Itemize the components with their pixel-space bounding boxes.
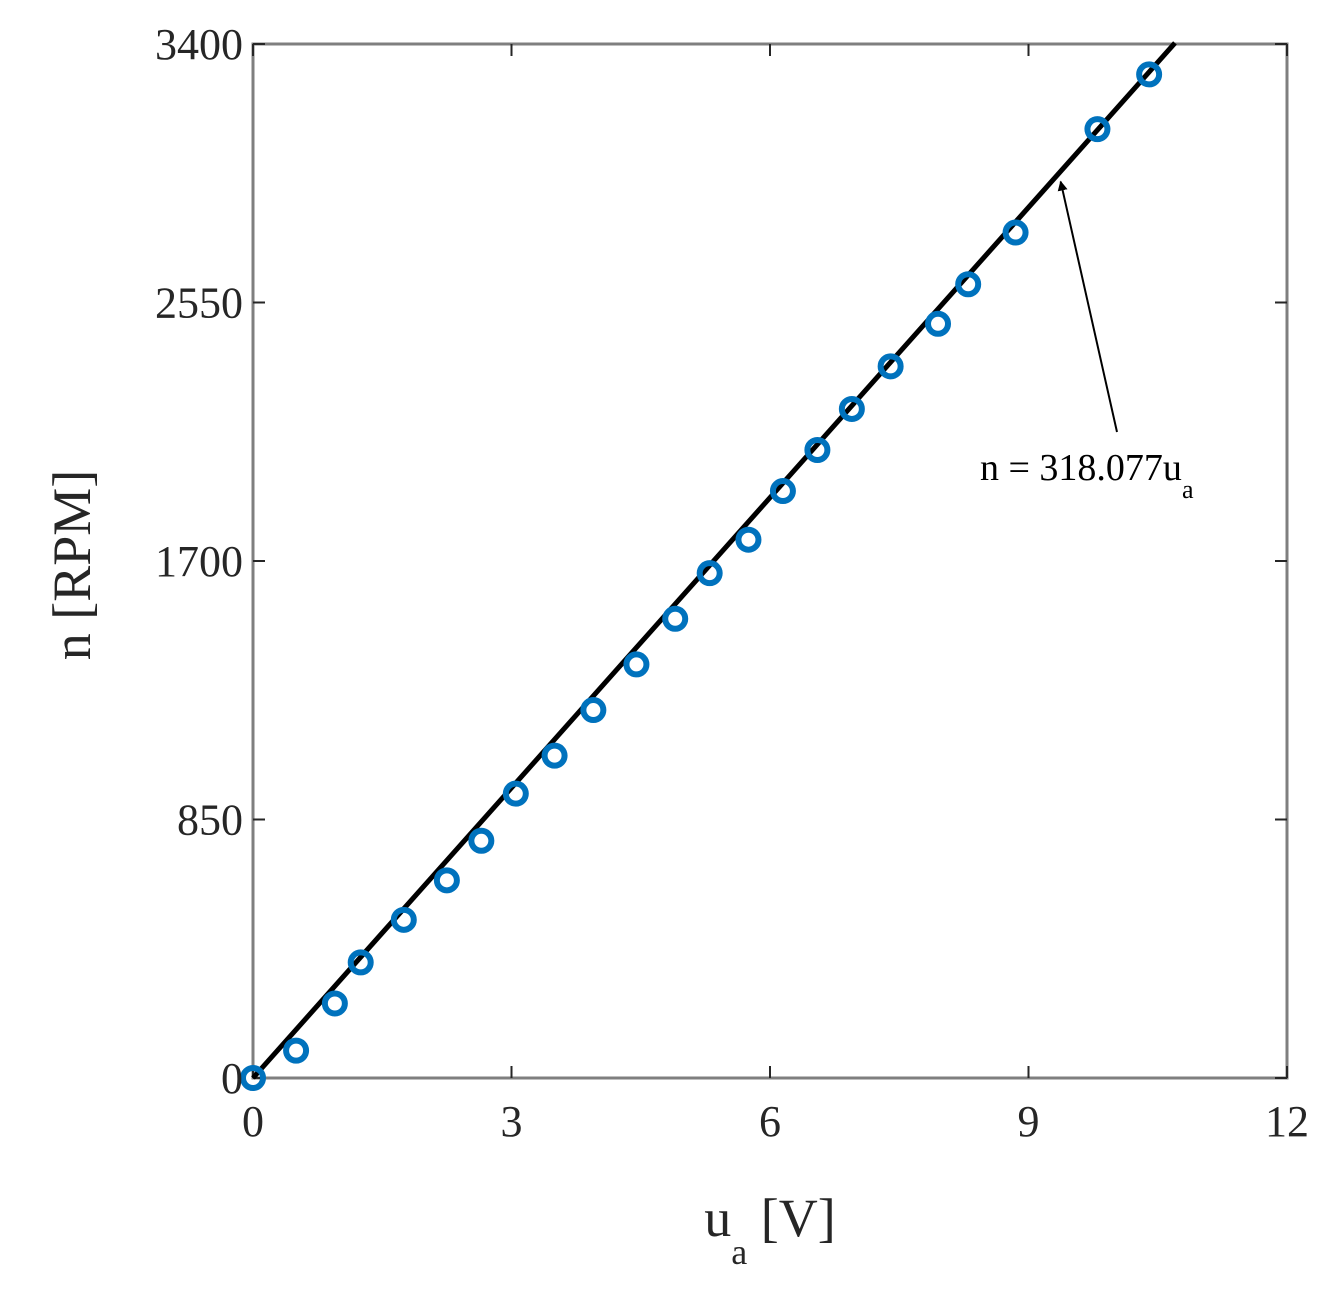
annotation-text: n = 318.077ua [980,447,1194,504]
data-point [769,478,796,505]
axes [251,42,1289,1080]
data-point [662,605,689,632]
data-point [735,526,762,553]
axis-labels: ua [V] n [RPM] [42,470,836,1272]
annotation: n = 318.077ua [980,180,1194,504]
data-point [1002,219,1029,246]
data-point [1136,61,1163,88]
data-point [838,395,865,422]
y-tick-label: 0 [221,1054,243,1103]
y-axis-label: n [RPM] [42,470,102,661]
data-point [502,780,529,807]
data-point [240,1065,266,1091]
data-point [390,906,417,933]
fit-line [251,41,1177,1080]
y-tick-label: 2550 [155,279,243,328]
data-point [877,353,904,380]
data-point [283,1037,310,1064]
x-tick-label: 0 [242,1097,264,1146]
x-tick-label: 9 [1018,1097,1040,1146]
tick-labels: 0 3 6 9 12 0 850 1700 2550 3400 [155,20,1309,1146]
fit-line-layer [251,41,1177,1080]
data-point [433,867,460,894]
data-point [955,271,982,298]
scatter-points [240,61,1163,1091]
plot-frame [251,42,1289,1080]
x-tick-label: 3 [501,1097,523,1146]
data-point [696,560,723,587]
data-point [321,990,348,1017]
annotation-arrow [1057,180,1118,433]
y-tick-label: 1700 [155,537,243,586]
data-point [541,742,568,769]
x-axis-label: ua [V] [704,1188,835,1272]
y-tick-label: 3400 [155,20,243,69]
data-point [1084,116,1111,143]
data-point [623,651,650,678]
data-point [925,310,952,337]
x-tick-label: 6 [759,1097,781,1146]
data-point [468,827,495,854]
data-point [580,697,607,724]
data-point [804,436,831,463]
x-tick-label: 12 [1265,1097,1309,1146]
data-point [347,949,374,976]
y-tick-label: 850 [177,796,243,845]
